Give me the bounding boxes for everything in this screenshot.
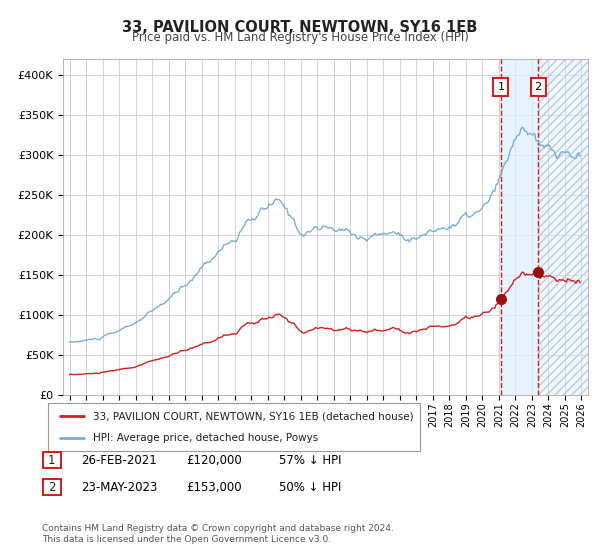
Text: 50% ↓ HPI: 50% ↓ HPI xyxy=(279,480,341,494)
Text: 33, PAVILION COURT, NEWTOWN, SY16 1EB: 33, PAVILION COURT, NEWTOWN, SY16 1EB xyxy=(122,20,478,35)
Text: 26-FEB-2021: 26-FEB-2021 xyxy=(81,454,157,467)
Text: Contains HM Land Registry data © Crown copyright and database right 2024.
This d: Contains HM Land Registry data © Crown c… xyxy=(42,524,394,544)
Text: 1: 1 xyxy=(48,454,56,467)
Text: 1: 1 xyxy=(497,82,505,92)
Text: 2: 2 xyxy=(48,480,56,494)
Text: 23-MAY-2023: 23-MAY-2023 xyxy=(81,480,157,494)
Text: £153,000: £153,000 xyxy=(186,480,242,494)
Text: 57% ↓ HPI: 57% ↓ HPI xyxy=(279,454,341,467)
Text: 33, PAVILION COURT, NEWTOWN, SY16 1EB (detached house): 33, PAVILION COURT, NEWTOWN, SY16 1EB (d… xyxy=(92,411,413,421)
Text: 2: 2 xyxy=(535,82,542,92)
Text: Price paid vs. HM Land Registry's House Price Index (HPI): Price paid vs. HM Land Registry's House … xyxy=(131,31,469,44)
Text: £120,000: £120,000 xyxy=(186,454,242,467)
Bar xyxy=(538,59,588,395)
Bar xyxy=(501,59,538,395)
Text: HPI: Average price, detached house, Powys: HPI: Average price, detached house, Powy… xyxy=(92,433,318,443)
Bar xyxy=(538,59,588,395)
